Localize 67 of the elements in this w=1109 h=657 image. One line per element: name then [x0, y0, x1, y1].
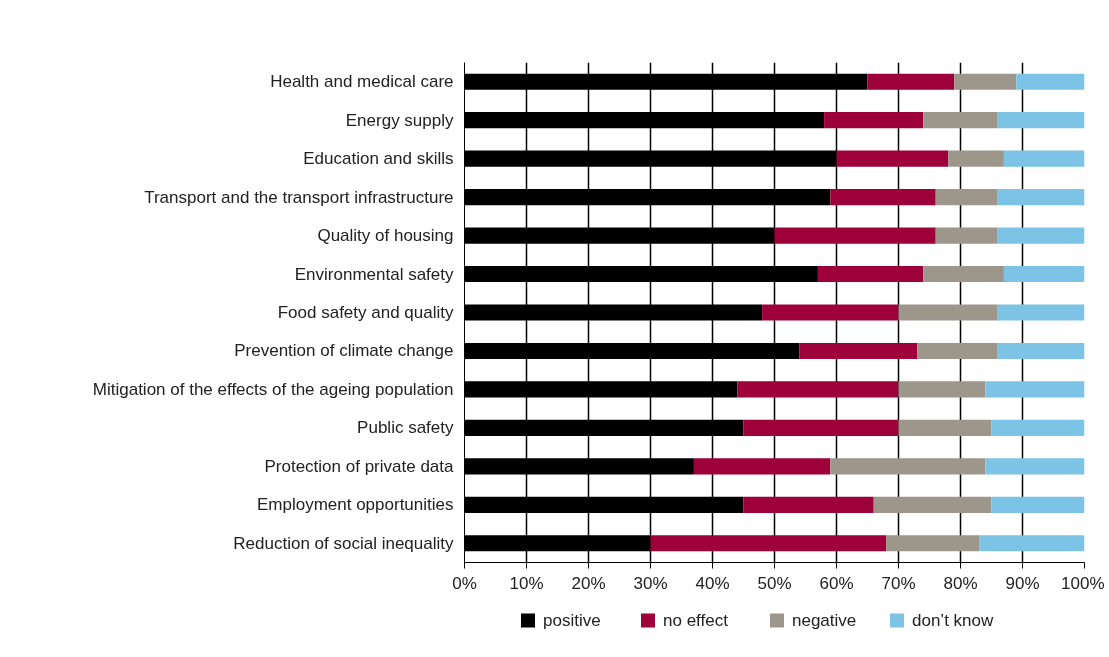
bar: [830, 458, 986, 475]
bar: [997, 112, 1085, 129]
y-tick-label: Energy supply: [345, 110, 454, 130]
y-tick-label: Mitigation of the effects of the ageing population: [92, 379, 454, 399]
bar: [867, 73, 955, 90]
y-tick-label: Employment opportunities: [256, 495, 454, 515]
x-tick-label: 90%: [1005, 573, 1040, 593]
bar: [762, 304, 899, 321]
bar: [1003, 265, 1085, 283]
bar: [886, 535, 980, 552]
bar: [997, 304, 1085, 321]
x-tick-label: 40%: [695, 573, 730, 593]
bar: [836, 150, 949, 167]
bar: [693, 458, 831, 475]
bar: [898, 381, 986, 398]
y-tick-label: Protection of private data: [264, 456, 455, 476]
y-tick-label: Health and medical care: [270, 72, 454, 92]
bar: [743, 496, 874, 513]
bar: [997, 189, 1085, 206]
y-tick-label: Public safety: [357, 418, 454, 438]
y-tick-label: Food safety and quality: [277, 303, 454, 322]
bar: [898, 304, 998, 321]
bar: [873, 496, 992, 513]
x-tick-label: 10%: [509, 573, 544, 593]
bar: [985, 458, 1085, 475]
bar: [830, 189, 936, 206]
y-tick-label: Education and skills: [303, 149, 454, 169]
x-tick-label: 20%: [571, 573, 606, 593]
legend-label: negative: [792, 611, 857, 630]
x-tick-label: 60%: [819, 573, 854, 593]
x-tick-label: 70%: [881, 573, 916, 593]
bar: [824, 112, 924, 129]
y-tick-label: Transport and the transport infrastructure: [144, 187, 454, 207]
bar: [917, 342, 998, 360]
legend-label: no effect: [663, 611, 729, 630]
bar: [743, 419, 899, 436]
bar: [923, 265, 1004, 283]
bar: [898, 419, 992, 436]
bar: [991, 496, 1085, 513]
bar: [997, 227, 1085, 244]
y-tick-label: Quality of housing: [317, 226, 454, 246]
x-tick-label: 100%: [1061, 573, 1105, 593]
y-tick-label: Prevention of climate change: [234, 341, 454, 361]
x-tick-label: 0%: [452, 573, 477, 593]
bar: [650, 535, 887, 552]
bar: [799, 342, 918, 360]
bar: [935, 227, 998, 244]
x-tick-label: 50%: [757, 573, 792, 593]
x-tick-label: 80%: [943, 573, 978, 593]
bar: [997, 342, 1085, 360]
bar: [923, 112, 998, 129]
bar: [935, 189, 998, 206]
bar: [954, 73, 1017, 90]
bar: [979, 535, 1085, 552]
bar: [774, 227, 936, 244]
legend-label: positive: [543, 611, 601, 630]
x-tick-label: 30%: [633, 573, 668, 593]
legend-label: don’t know: [912, 611, 994, 630]
bar: [948, 150, 1004, 167]
bar: [985, 381, 1085, 398]
bar: [737, 381, 899, 398]
y-tick-label: Environmental safety: [294, 264, 454, 284]
bar: [1016, 73, 1085, 90]
bar: [1003, 150, 1085, 167]
y-tick-label: Reduction of social inequality: [233, 533, 454, 553]
bar: [991, 419, 1085, 436]
bar: [817, 265, 924, 283]
